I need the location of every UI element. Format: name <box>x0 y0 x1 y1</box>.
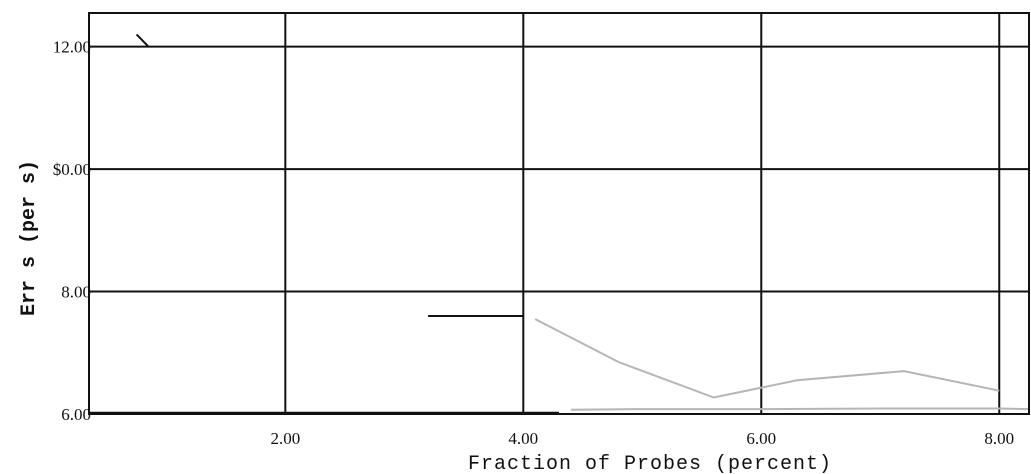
grid-lines <box>89 13 1029 415</box>
series-line-3 <box>534 318 1000 399</box>
x-tick-label: 2.00 <box>270 429 300 448</box>
x-tick-label: 8.00 <box>984 429 1014 448</box>
y-tick-label: 8.00 <box>61 283 91 302</box>
y-axis-label: Err s (per s) <box>18 160 41 316</box>
x-axis-label: Fraction of Probes (percent) <box>468 453 832 474</box>
y-tick-label: 12.00 <box>53 38 91 57</box>
plot-frame <box>88 12 1030 415</box>
y-tick-label: 6.00 <box>61 405 91 424</box>
series-lines <box>89 33 1030 414</box>
x-tick-label: 4.00 <box>508 429 538 448</box>
series-line-1 <box>135 33 150 48</box>
x-tick-label: 6.00 <box>746 429 776 448</box>
tick-labels: 2.00 4.00 6.00 8.00 6.00 8.00 $0.00 12.00 <box>53 38 1014 448</box>
series-line-4 <box>570 407 1030 411</box>
y-tick-label: $0.00 <box>53 160 91 179</box>
